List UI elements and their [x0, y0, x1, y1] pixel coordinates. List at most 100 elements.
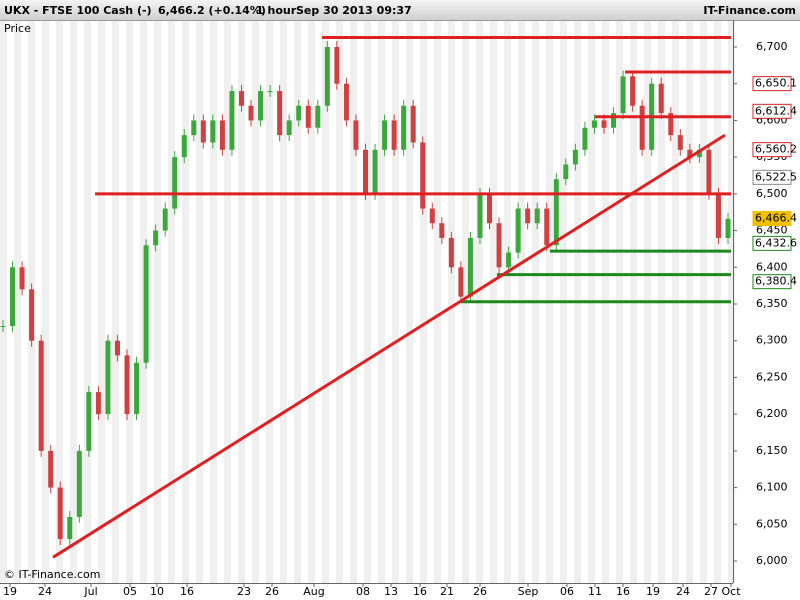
candle	[153, 230, 159, 246]
candle	[572, 149, 578, 165]
band	[168, 21, 175, 583]
band	[238, 21, 245, 583]
candle	[591, 120, 597, 128]
candle	[210, 120, 216, 143]
band	[336, 21, 343, 583]
x-tick-label: 06	[560, 585, 574, 598]
x-tick-label: 13	[384, 585, 398, 598]
candle	[410, 105, 416, 143]
candle	[57, 487, 63, 539]
band	[322, 21, 329, 583]
candle	[162, 208, 168, 231]
band	[70, 21, 77, 583]
band	[98, 21, 105, 583]
candle	[611, 113, 617, 128]
x-tick-label: 26	[473, 585, 487, 598]
candle	[38, 340, 44, 451]
y-tick-label: 6,300	[756, 334, 788, 347]
band	[294, 21, 301, 583]
y-tick-label: 6,700	[756, 40, 788, 53]
price-tag	[752, 274, 792, 290]
band	[266, 21, 273, 583]
band	[182, 21, 189, 583]
candle	[267, 91, 273, 93]
candle	[172, 157, 178, 209]
price-tag	[752, 142, 792, 158]
candle	[477, 193, 483, 238]
candle	[76, 450, 82, 517]
band	[42, 21, 49, 583]
candle	[248, 105, 254, 121]
band	[728, 21, 735, 583]
price-tag	[752, 76, 792, 92]
candle	[487, 193, 493, 224]
band	[392, 21, 399, 583]
candle	[725, 218, 731, 238]
candle	[305, 105, 311, 128]
candle	[553, 179, 559, 246]
band	[350, 21, 357, 583]
x-tick-label: 24	[676, 585, 690, 598]
candle	[467, 237, 473, 297]
x-tick-label: 26	[265, 585, 279, 598]
band	[252, 21, 259, 583]
band	[308, 21, 315, 583]
x-tick-label: 24	[38, 585, 52, 598]
x-tick-label: 16	[616, 585, 630, 598]
candle	[229, 91, 235, 150]
candle	[200, 120, 206, 143]
candle	[582, 127, 588, 150]
band	[154, 21, 161, 583]
y-tick-label: 6,100	[756, 481, 788, 494]
price-tag	[752, 235, 792, 251]
band	[420, 21, 427, 583]
band	[196, 21, 203, 583]
x-tick-label: 05	[123, 585, 137, 598]
title: UKX - FTSE 100 Cash (-)	[4, 4, 152, 17]
candle	[658, 83, 664, 114]
band	[84, 21, 91, 583]
candle	[19, 267, 25, 290]
candle	[334, 47, 340, 84]
candle	[343, 83, 349, 121]
candle	[401, 105, 407, 150]
price-tag-label: 6,522.5	[755, 170, 797, 183]
x-tick-label: 27	[704, 585, 718, 598]
y-tick-label: 6,050	[756, 517, 788, 530]
band	[434, 21, 441, 583]
band	[56, 21, 63, 583]
candle	[258, 91, 264, 121]
x-tick-label: Oct	[721, 585, 741, 598]
copyright: © IT-Finance.com	[4, 568, 101, 581]
y-tick-label: 6,200	[756, 407, 788, 420]
band	[14, 21, 21, 583]
candle	[191, 120, 197, 136]
x-tick-label: 19	[3, 585, 17, 598]
candle	[687, 149, 693, 158]
candle	[496, 223, 502, 268]
candle	[391, 120, 397, 150]
candle	[124, 355, 130, 415]
candle	[67, 516, 73, 539]
candle	[10, 267, 16, 327]
x-tick-label: Jul	[83, 585, 97, 598]
x-tick-label: 08	[356, 585, 370, 598]
band	[378, 21, 385, 583]
candle	[286, 120, 292, 136]
candle	[620, 76, 626, 114]
candle	[696, 149, 702, 158]
y-tick-label: 6,250	[756, 370, 788, 383]
candle	[677, 135, 683, 150]
candle	[515, 208, 521, 253]
candle	[363, 149, 368, 194]
x-tick-label: 16	[180, 585, 194, 598]
band	[140, 21, 147, 583]
candle	[0, 326, 6, 328]
x-tick-label: Sep	[518, 585, 539, 598]
y-tick-label: 6,400	[756, 260, 788, 273]
candle	[601, 120, 607, 128]
quote: 6,466.2 (+0.14%)	[158, 4, 266, 17]
candle	[525, 208, 531, 224]
y-tick-label: 6,150	[756, 444, 788, 457]
